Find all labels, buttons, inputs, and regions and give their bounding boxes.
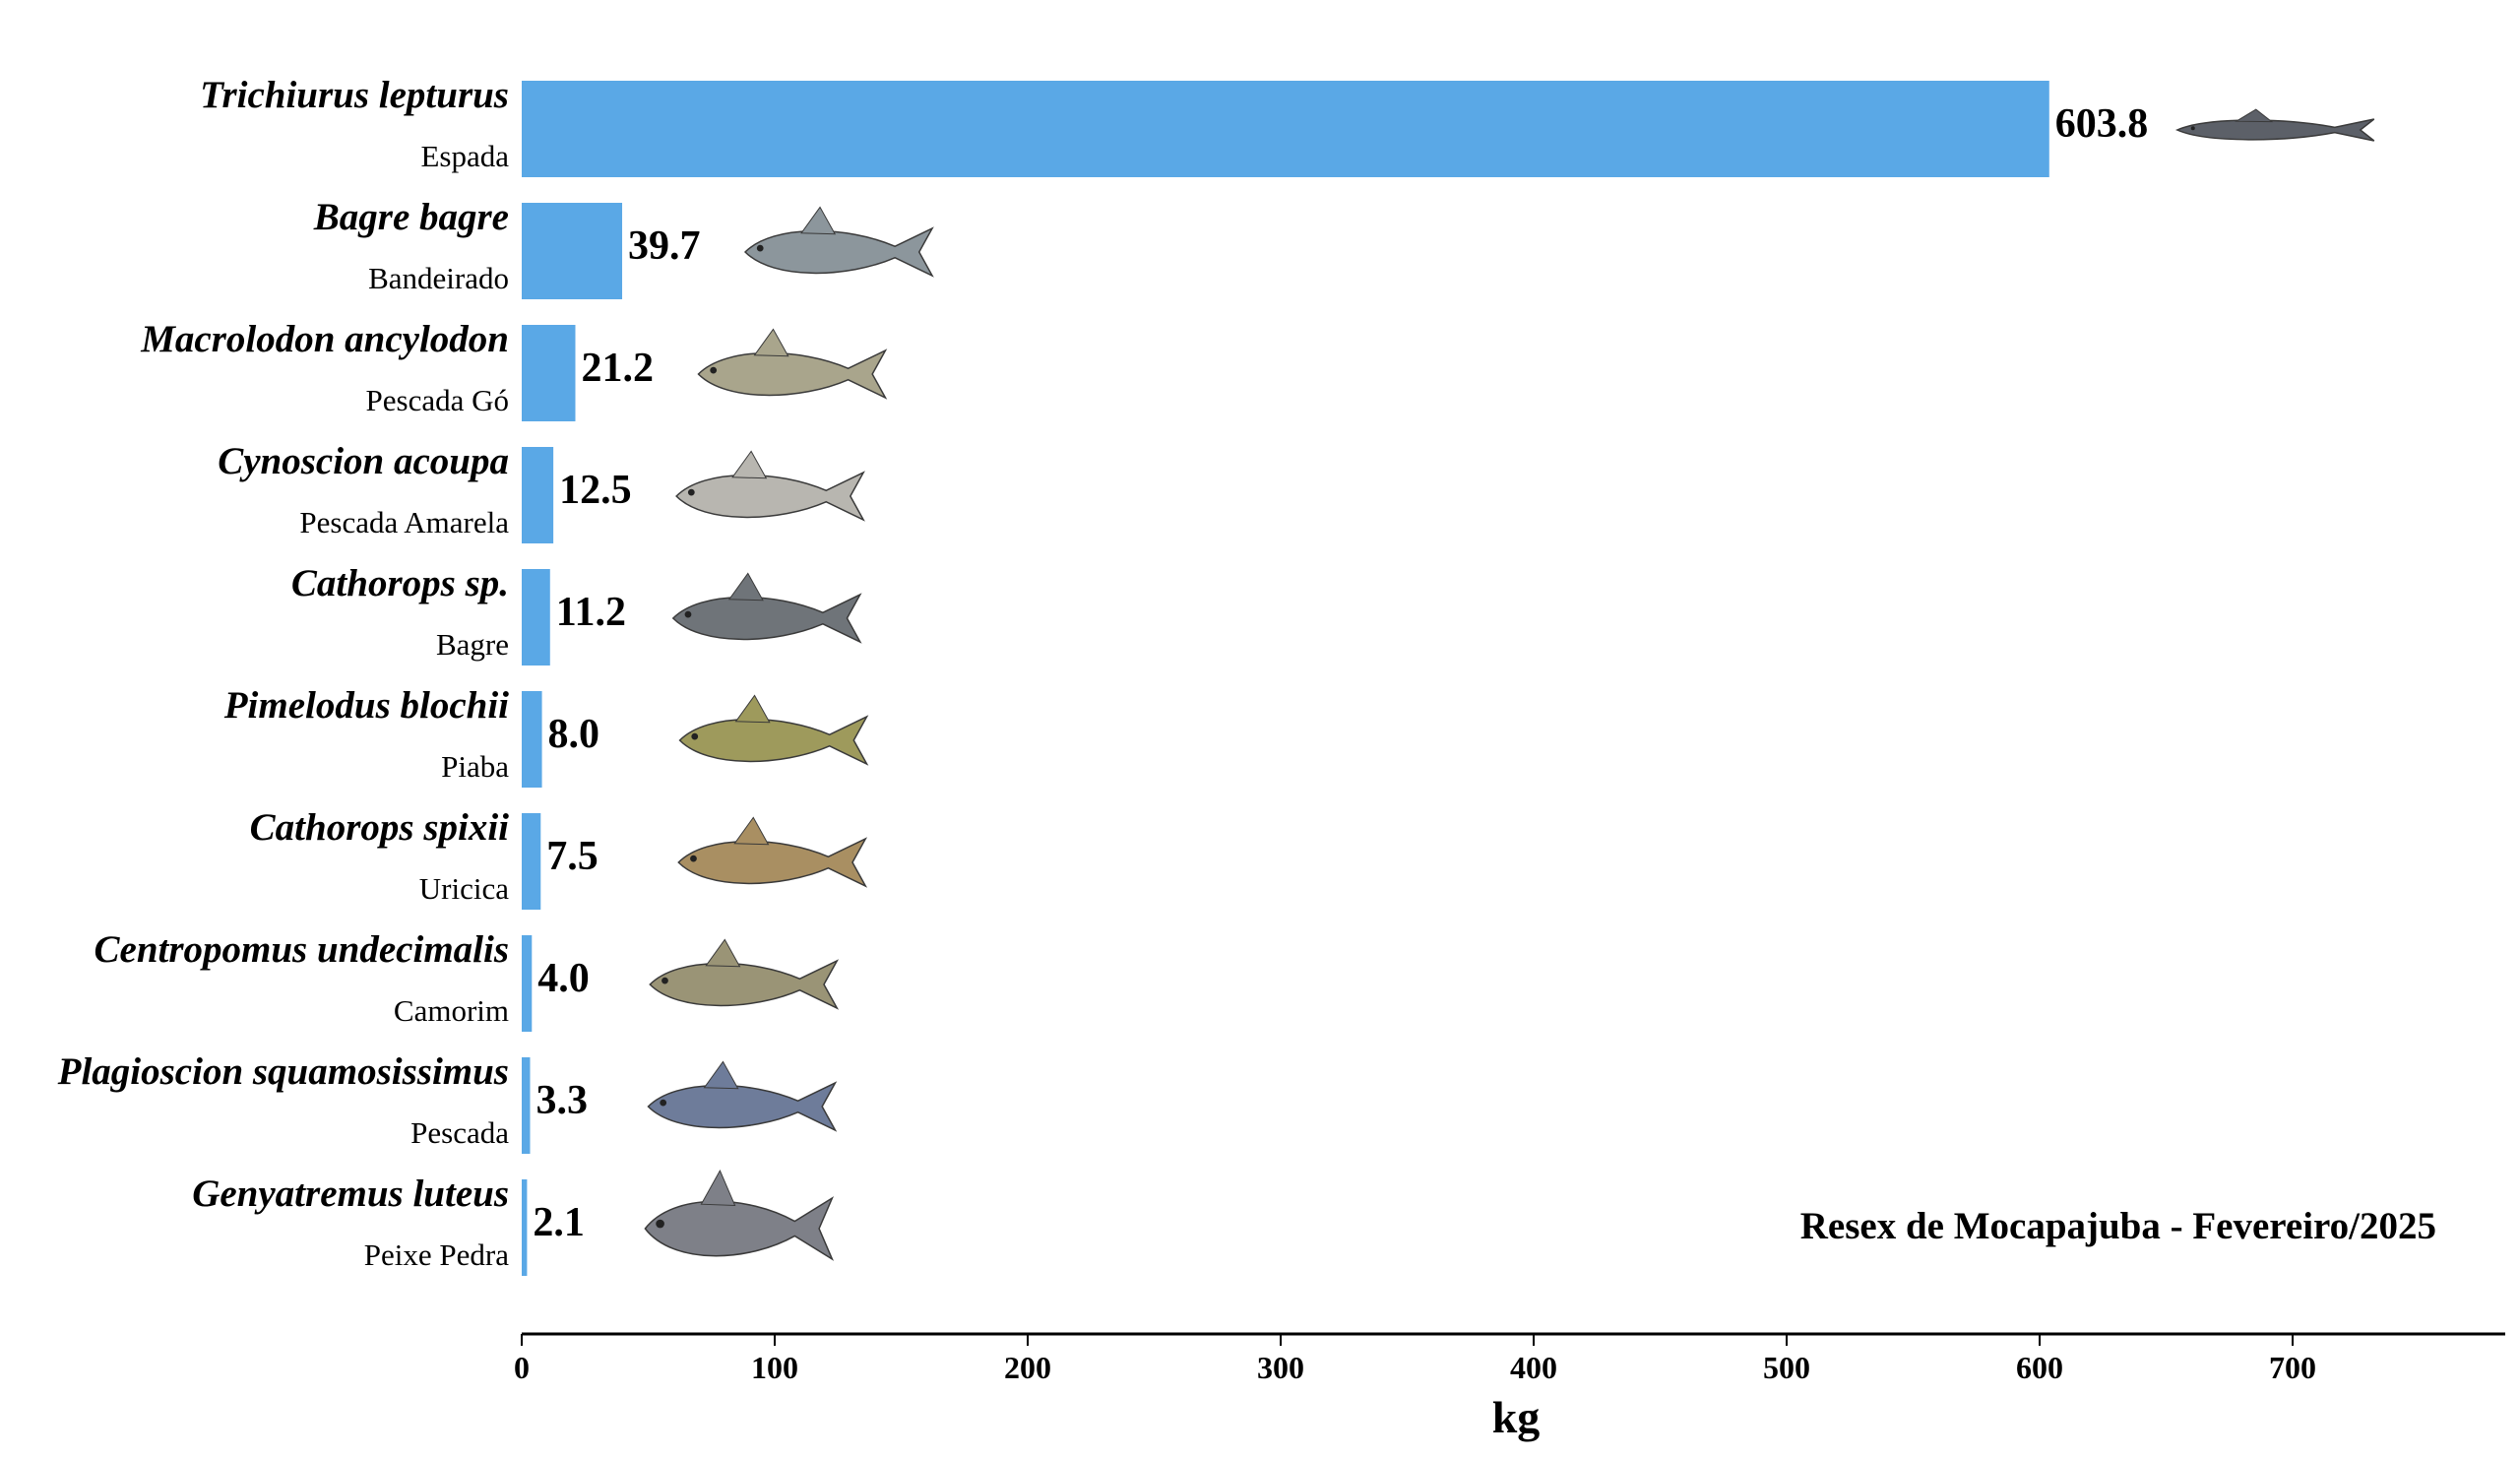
yellow-weakfish-icon bbox=[675, 450, 865, 522]
species-common-name: Piaba bbox=[441, 749, 509, 784]
x-axis-label: kg bbox=[1492, 1392, 1541, 1442]
bar bbox=[522, 325, 576, 421]
bar-value-label: 3.3 bbox=[536, 1078, 588, 1123]
species-scientific-name: Cathorops sp. bbox=[291, 562, 509, 604]
species-common-name: Espada bbox=[420, 139, 509, 173]
species-common-name: Pescada Gó bbox=[366, 383, 509, 417]
species-common-name: Peixe Pedra bbox=[364, 1237, 509, 1272]
croaker-icon bbox=[647, 1060, 838, 1132]
species-scientific-name: Cynoscion acoupa bbox=[218, 440, 509, 482]
species-common-name: Pescada Amarela bbox=[299, 505, 509, 539]
snook-icon bbox=[649, 938, 840, 1010]
bar bbox=[522, 1057, 531, 1154]
species-scientific-name: Bagre bagre bbox=[313, 196, 509, 238]
catfish-icon bbox=[743, 206, 934, 278]
bar bbox=[522, 81, 2049, 177]
catfish-icon bbox=[671, 572, 862, 644]
chart-annotation: Resex de Mocapajuba - Fevereiro/2025 bbox=[1800, 1205, 2436, 1247]
species-scientific-name: Genyatremus luteus bbox=[192, 1173, 509, 1215]
x-tick-label: 300 bbox=[1257, 1350, 1304, 1385]
catfish-icon bbox=[677, 816, 868, 888]
bar-value-label: 12.5 bbox=[559, 468, 632, 513]
bar-value-label: 11.2 bbox=[556, 590, 626, 635]
bar bbox=[522, 203, 623, 299]
bar-value-label: 8.0 bbox=[548, 712, 600, 757]
fish-illustrations-layer bbox=[644, 108, 2375, 1261]
bar bbox=[522, 935, 533, 1032]
category-labels-layer: 603.8 Trichiurus lepturus Espada 39.7 Bagre … bbox=[57, 74, 2149, 1272]
bar-value-label: 4.0 bbox=[537, 956, 590, 1001]
bar bbox=[522, 569, 550, 666]
bars-layer bbox=[522, 81, 2049, 1276]
ribbonfish-icon bbox=[2174, 108, 2375, 142]
x-tick-label: 600 bbox=[2016, 1350, 2063, 1385]
catfish-icon bbox=[678, 694, 869, 766]
species-scientific-name: Plagioscion squamosissimus bbox=[57, 1050, 509, 1093]
bar-value-label: 603.8 bbox=[2055, 101, 2149, 147]
bar-value-label: 39.7 bbox=[628, 223, 701, 269]
x-axis: 0 100 200 300 400 500 600 700 bbox=[514, 1332, 2505, 1385]
bar-value-label: 21.2 bbox=[581, 346, 654, 391]
bar bbox=[522, 691, 542, 788]
x-tick-label: 700 bbox=[2269, 1350, 2316, 1385]
species-scientific-name: Trichiurus lepturus bbox=[200, 74, 509, 116]
species-common-name: Pescada bbox=[410, 1115, 509, 1150]
species-common-name: Uricica bbox=[419, 871, 509, 906]
species-scientific-name: Centropomus undecimalis bbox=[94, 928, 510, 971]
bar-value-label: 7.5 bbox=[546, 834, 598, 879]
bar bbox=[522, 1179, 528, 1276]
x-tick-label: 400 bbox=[1510, 1350, 1557, 1385]
species-common-name: Camorim bbox=[394, 993, 509, 1028]
bar-value-label: 2.1 bbox=[533, 1200, 585, 1245]
bar bbox=[522, 813, 541, 910]
species-scientific-name: Cathorops spixii bbox=[250, 806, 509, 849]
grunt-icon bbox=[644, 1169, 835, 1261]
x-tick-label: 0 bbox=[514, 1350, 530, 1385]
x-tick-label: 200 bbox=[1004, 1350, 1051, 1385]
species-common-name: Bandeirado bbox=[368, 261, 509, 295]
species-common-name: Bagre bbox=[436, 627, 509, 662]
bar bbox=[522, 447, 554, 543]
x-tick-label: 100 bbox=[751, 1350, 798, 1385]
species-scientific-name: Pimelodus blochii bbox=[223, 684, 509, 727]
species-scientific-name: Macrolodon ancylodon bbox=[140, 318, 509, 360]
weakfish-icon bbox=[697, 328, 888, 400]
x-tick-label: 500 bbox=[1763, 1350, 1810, 1385]
